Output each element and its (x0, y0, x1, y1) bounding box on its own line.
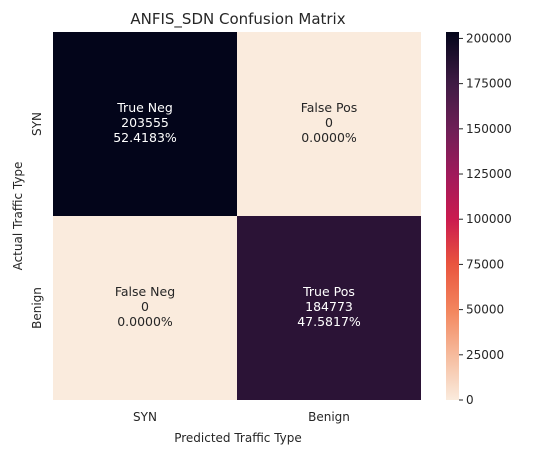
cell-label-percent: 47.5817% (297, 314, 361, 329)
y-axis-ticks: SYN Benign (30, 112, 44, 329)
y-axis-label: Actual Traffic Type (11, 162, 25, 271)
cell-label-name: True Pos (302, 284, 355, 299)
cell-label-count: 203555 (121, 115, 169, 130)
cell-label-count: 0 (141, 299, 149, 314)
y-tick-label: SYN (30, 112, 44, 136)
cell-label-percent: 0.0000% (301, 130, 357, 145)
colorbar: 0 25000 50000 75000 100000 125000 150000 175000… (446, 31, 512, 407)
colorbar-tick-label: 150000 (466, 122, 512, 136)
colorbar-tick-label: 100000 (466, 212, 512, 226)
cell-label-percent: 52.4183% (113, 130, 177, 145)
colorbar-tick-label: 0 (466, 393, 474, 407)
heatmap-cell (53, 216, 237, 400)
x-axis-label: Predicted Traffic Type (174, 431, 302, 445)
cell-label-name: False Neg (115, 284, 175, 299)
colorbar-tick-label: 125000 (466, 167, 512, 181)
colorbar-tick-label: 200000 (466, 31, 512, 45)
heatmap-cell (237, 32, 421, 216)
cell-label-percent: 0.0000% (117, 314, 173, 329)
colorbar-gradient (446, 32, 459, 400)
cell-label-name: True Neg (116, 100, 173, 115)
cell-label-count: 184773 (305, 299, 353, 314)
cell-label-count: 0 (325, 115, 333, 130)
chart-title: ANFIS_SDN Confusion Matrix (130, 10, 345, 29)
y-tick-label: Benign (30, 287, 44, 329)
heatmap-cell (53, 32, 237, 216)
x-tick-label: Benign (308, 410, 350, 424)
x-axis-ticks: SYN Benign (133, 410, 350, 424)
colorbar-ticks: 0 25000 50000 75000 100000 125000 150000 175000… (459, 31, 512, 407)
colorbar-tick-label: 75000 (466, 257, 504, 271)
colorbar-tick-label: 25000 (466, 348, 504, 362)
cell-label-name: False Pos (301, 100, 358, 115)
colorbar-tick-label: 175000 (466, 77, 512, 91)
heatmap-cell (237, 216, 421, 400)
x-tick-label: SYN (133, 410, 157, 424)
colorbar-tick-label: 50000 (466, 303, 504, 317)
